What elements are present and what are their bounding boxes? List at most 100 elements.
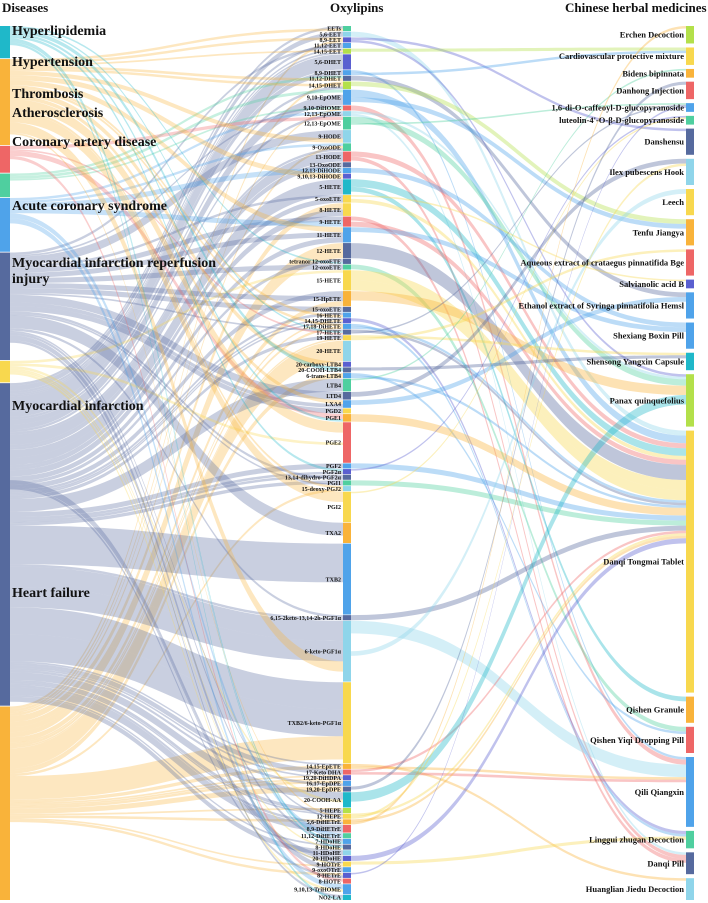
link-disease-oxylipin: [10, 237, 343, 482]
link-oxylipin-medicine: [351, 463, 686, 521]
disease-label-atherosclerosis: Atherosclerosis: [12, 106, 104, 121]
oxylipin-node-19-hete: [343, 335, 351, 341]
link-oxylipin-medicine: [351, 264, 686, 732]
link-oxylipin-medicine: [351, 414, 686, 516]
link-oxylipin-medicine: [351, 329, 686, 506]
disease-node-hyperlipidemia: [0, 26, 10, 59]
link-disease-oxylipin: [10, 335, 343, 873]
link-disease-oxylipin: [10, 109, 343, 489]
oxylipin-label-5-6-dhet: 5,6-DHET: [314, 60, 341, 66]
oxylipin-label-no2-la: NO2-LA: [319, 896, 342, 902]
link-disease-oxylipin: [10, 607, 343, 710]
link-disease-oxylipin: [10, 486, 343, 878]
link-disease-oxylipin: [10, 29, 343, 372]
link-disease-oxylipin: [10, 122, 343, 672]
link-oxylipin-medicine: [351, 766, 686, 780]
medicine-label-danqi-tongmai-tablet: Danqi Tongmai Tablet: [603, 557, 684, 567]
oxylipin-node-9-oxoode: [343, 143, 351, 151]
oxylipin-node-17-hete: [343, 329, 351, 335]
link-disease-oxylipin: [10, 662, 343, 773]
oxylipin-label-5-hepe: 5-HEPE: [320, 809, 341, 815]
link-disease-oxylipin: [10, 95, 343, 405]
oxylipin-node-5-hete: [343, 179, 351, 195]
link-disease-oxylipin: [10, 370, 343, 865]
link-disease-oxylipin: [10, 260, 343, 485]
link-oxylipin-medicine: [351, 89, 686, 444]
oxylipin-label-20-cooh-aa: 20-COOH-AA: [304, 798, 342, 804]
link-oxylipin-medicine: [351, 195, 686, 282]
oxylipin-label-14-15-epete: 14,15-EpETE: [306, 765, 341, 771]
link-disease-oxylipin: [10, 306, 343, 414]
disease-node-myocardial-infarction-reperfusion-injury: [0, 360, 10, 383]
oxylipin-node-pgf2: [343, 463, 351, 469]
link-disease-oxylipin: [10, 148, 343, 435]
link-oxylipin-medicine: [351, 111, 686, 380]
medicine-node-luteolin-4-o-d-glucopyranoside: [686, 115, 694, 125]
link-disease-oxylipin: [10, 87, 343, 327]
oxylipin-node-17-18-dihete: [343, 323, 351, 329]
link-disease-oxylipin: [10, 90, 343, 367]
oxylipin-node-pgi2: [343, 491, 351, 523]
link-disease-oxylipin: [10, 39, 343, 710]
oxylipin-node-14-15-dhete: [343, 318, 351, 324]
oxylipin-label-9-oxootre: 9-oxoOTrE: [312, 868, 341, 874]
oxylipin-label-19-20-dihdpa: 19,20-DiHDPA: [303, 776, 342, 782]
link-disease-oxylipin: [10, 340, 343, 769]
link-disease-oxylipin: [10, 86, 343, 420]
disease-label-acute-coronary-syndrome: Acute coronary syndrome: [12, 199, 167, 214]
oxylipin-node-9-hete: [343, 216, 351, 227]
link-disease-oxylipin: [10, 209, 343, 477]
oxylipin-node-lxa4: [343, 400, 351, 408]
oxylipin-label-9-oxoode: 9-OxoODE: [312, 145, 341, 151]
link-oxylipin-medicine: [351, 167, 686, 328]
oxylipin-label-11-hete: 11-HETE: [317, 233, 341, 239]
oxylipin-label-15-oxoete: 15-oxoETE: [312, 308, 341, 314]
link-disease-oxylipin: [10, 80, 343, 233]
oxylipin-label-pgd2: PGD2: [325, 409, 341, 415]
link-disease-oxylipin: [10, 26, 343, 386]
medicine-node-shexiang-boxin-pill: [686, 322, 694, 349]
link-oxylipin-medicine: [351, 68, 686, 381]
link-oxylipin-medicine: [351, 318, 686, 835]
oxylipin-label-11-12-dihetre: 11,12-DiHETrE: [301, 834, 341, 840]
link-disease-oxylipin: [10, 665, 343, 775]
diseases-header: Diseases: [2, 0, 49, 15]
link-oxylipin-medicine: [351, 326, 686, 503]
disease-node-thrombosis: [0, 145, 10, 173]
link-oxylipin-medicine: [351, 115, 686, 471]
link-oxylipin-medicine: [351, 270, 686, 491]
link-disease-oxylipin: [10, 65, 343, 81]
link-disease-oxylipin: [10, 99, 343, 433]
oxylipin-node-20-cooh-aa: [343, 792, 351, 808]
link-disease-oxylipin: [10, 75, 343, 177]
link-oxylipin-medicine: [351, 163, 686, 819]
oxylipin-node-14-15-dhet: [343, 81, 351, 90]
oxylipin-node-txb2-6-keto-pgf1: [343, 682, 351, 764]
link-disease-oxylipin: [10, 767, 343, 803]
link-disease-oxylipin: [10, 145, 343, 716]
medicine-label-salvianolic-acid-b: Salvianolic acid B: [619, 279, 684, 289]
oxylipin-node-7-hdohe: [343, 838, 351, 844]
link-disease-oxylipin: [10, 218, 343, 890]
oxylipin-node-8-hote: [343, 878, 351, 884]
oxylipin-label-5-6-eet: 5,6-EET: [319, 32, 341, 38]
medicine-label-bidens-bipinnata: Bidens bipinnata: [622, 68, 684, 78]
oxylipin-label-8-9-eet: 8,9-EET: [319, 38, 341, 44]
oxylipin-node-20-hete: [343, 340, 351, 362]
link-disease-oxylipin: [10, 28, 343, 62]
link-disease-oxylipin: [10, 808, 343, 816]
links-layer: [10, 26, 686, 901]
link-disease-oxylipin: [10, 52, 343, 397]
link-disease-oxylipin: [10, 27, 343, 333]
oxylipin-node-8-9-dihetre: [343, 825, 351, 833]
medicine-label-1-6-di-o-caffeoyl-d-glucopyranoside: 1,6-di-O-caffeoyl-D-glucopyranoside: [552, 103, 685, 113]
oxylipin-node-16-17-epdpe: [343, 780, 351, 786]
oxylipin-label-pgf2: PGF2α: [323, 470, 342, 476]
medicine-node-danshensu: [686, 128, 694, 155]
disease-label-coronary-artery-disease: Coronary artery disease: [12, 135, 156, 150]
oxylipin-label-txa2: TXA2: [325, 531, 341, 537]
link-disease-oxylipin: [10, 302, 343, 408]
oxylipin-node-no2-la: [343, 894, 351, 900]
oxylipin-node-12-hete: [343, 243, 351, 259]
